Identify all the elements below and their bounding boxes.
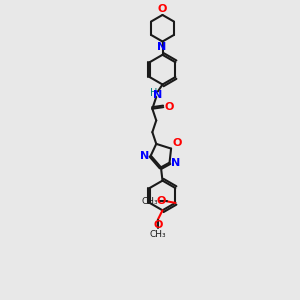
Text: N: N	[153, 90, 162, 100]
Text: O: O	[158, 4, 167, 14]
Text: H: H	[150, 88, 158, 98]
Text: N: N	[140, 151, 149, 160]
Text: CH₃: CH₃	[142, 197, 158, 206]
Text: N: N	[171, 158, 180, 168]
Text: CH₃: CH₃	[149, 230, 166, 239]
Text: O: O	[153, 220, 163, 230]
Text: O: O	[157, 196, 166, 206]
Text: O: O	[172, 138, 182, 148]
Text: O: O	[164, 102, 174, 112]
Text: N: N	[157, 42, 166, 52]
